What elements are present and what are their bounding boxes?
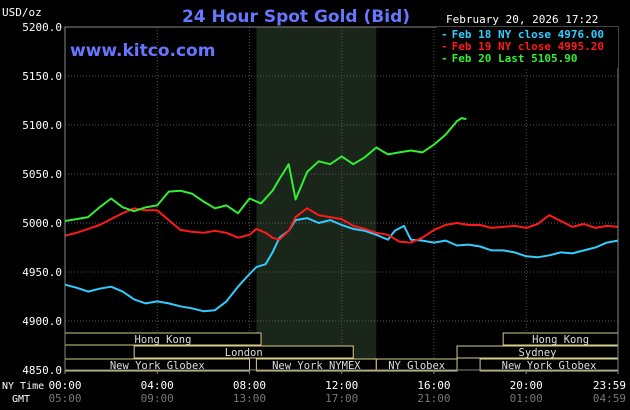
session-label: Hong Kong <box>532 334 589 346</box>
x-tick-label-ny: 08:00 <box>233 379 266 392</box>
y-tick-label: 5150.0 <box>22 70 62 83</box>
x-tick-label-gmt: 05:00 <box>48 392 81 405</box>
x-tick-label-ny: 04:00 <box>141 379 174 392</box>
chart-date: February 20, 2026 17:22 <box>446 13 598 26</box>
x-tick-label-ny: 23:59 <box>593 379 626 392</box>
session-label: New York Globex <box>502 360 597 372</box>
y-tick-label: 5200.0 <box>22 21 62 34</box>
y-tick-label: 5100.0 <box>22 119 62 132</box>
series-line-0 <box>64 217 619 313</box>
session-label: Hong Kong <box>135 334 192 346</box>
chart-title: 24 Hour Spot Gold (Bid) <box>182 7 410 27</box>
legend-item-feb20: - Feb 20 Last 5105.90 <box>441 52 577 65</box>
x-tick-label-ny: 20:00 <box>510 379 543 392</box>
session-box: Hong Kong <box>64 332 262 346</box>
legend: - Feb 18 NY close 4976.00 - Feb 19 NY clos… <box>437 27 618 68</box>
session-label: Sydney <box>519 347 557 359</box>
session-box: New York Globex <box>64 358 250 372</box>
y-tick-label: 4850.0 <box>22 364 62 377</box>
session-box: NY Globex <box>375 358 458 372</box>
series-line-2 <box>64 117 467 222</box>
trading-sessions: Hong Kong London New York Globex New York N… <box>64 332 619 372</box>
site-watermark: www.kitco.com <box>70 41 215 61</box>
session-label: London <box>225 347 263 359</box>
session-box: Hong Kong <box>502 332 619 346</box>
nymex-session-band <box>256 27 377 370</box>
y-tick-label: 4950.0 <box>22 266 62 279</box>
session-label: NY Globex <box>388 360 445 372</box>
gmt-label: GMT <box>12 394 30 405</box>
x-tick-label-ny: 12:00 <box>325 379 358 392</box>
x-tick-label-ny: 00:00 <box>48 379 81 392</box>
price-series <box>64 117 619 313</box>
session-box: New York NYMEX <box>255 358 377 372</box>
x-tick-label-gmt: 09:00 <box>141 392 174 405</box>
x-tick-label-gmt: 13:00 <box>233 392 266 405</box>
x-tick-label-gmt: 17:00 <box>325 392 358 405</box>
y-tick-label: 4900.0 <box>22 315 62 328</box>
session-box: London <box>133 345 354 359</box>
y-tick-label: 5000.0 <box>22 217 62 230</box>
units-label: USD/oz <box>2 6 42 19</box>
legend-item-feb19: - Feb 19 NY close 4995.20 <box>441 40 604 53</box>
session-box-frame <box>133 345 354 359</box>
session-box: Sydney <box>456 345 619 359</box>
legend-item-feb18: - Feb 18 NY close 4976.00 <box>441 28 604 41</box>
x-tick-label-gmt: 01:00 <box>510 392 543 405</box>
y-tick-label: 5050.0 <box>22 168 62 181</box>
session-label: New York NYMEX <box>272 360 361 372</box>
x-tick-label-gmt: 04:59 <box>593 392 626 405</box>
y-axis: 5200.0 5150.0 5100.0 5050.0 5000.0 4950.0 4900… <box>22 21 62 377</box>
series-line-1 <box>64 207 619 244</box>
legend-background <box>437 27 618 68</box>
x-tick-label-gmt: 21:00 <box>417 392 450 405</box>
session-box-frame <box>375 358 458 372</box>
ny-time-label: NY Time <box>2 381 44 392</box>
x-tick-label-ny: 16:00 <box>417 379 450 392</box>
session-label: New York Globex <box>110 360 205 372</box>
